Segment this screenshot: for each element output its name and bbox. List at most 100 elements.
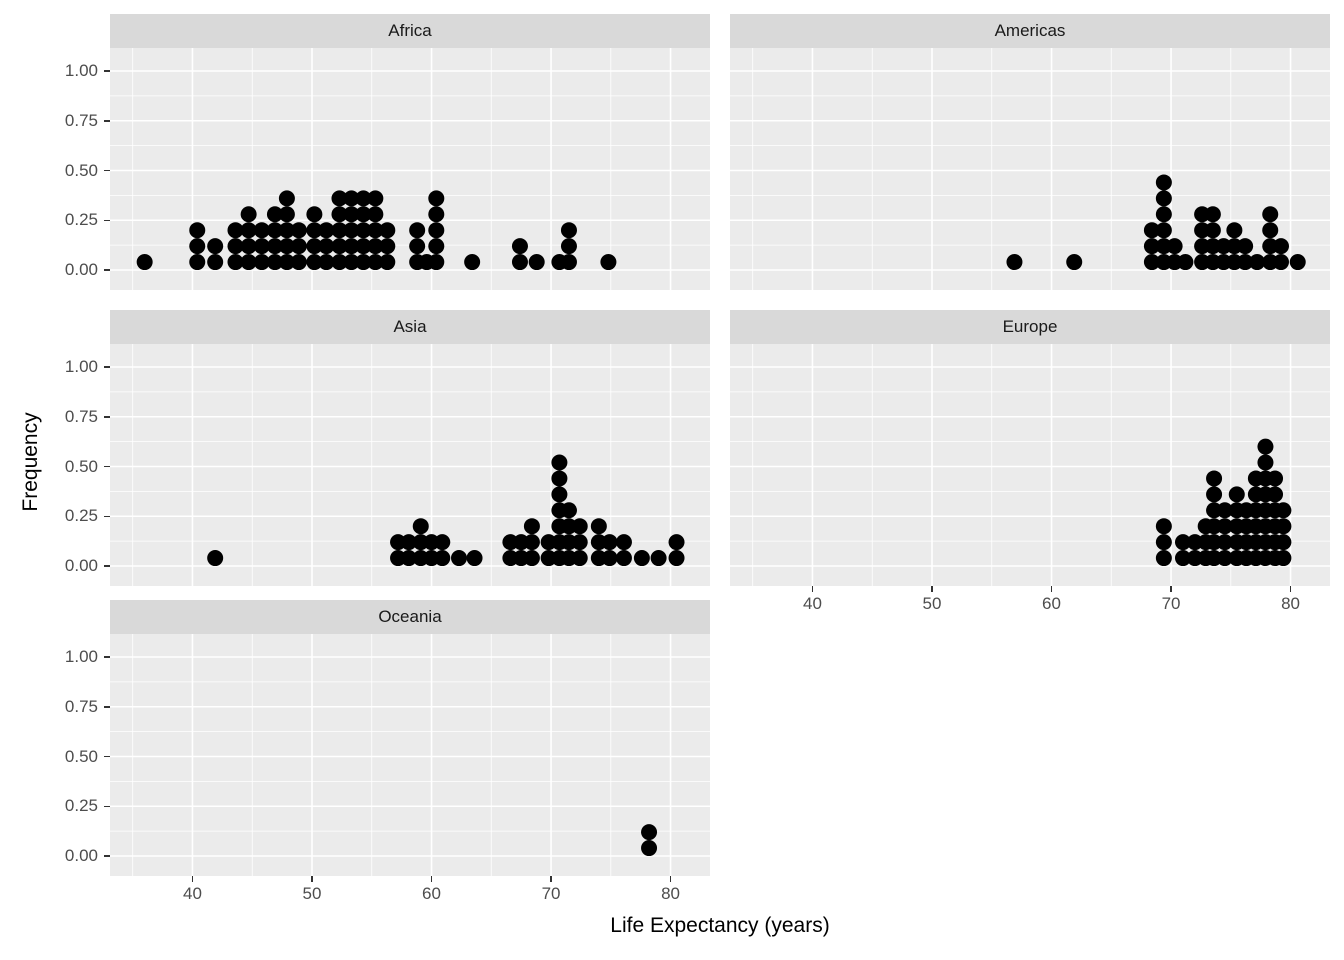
y-tick-label: 0.50 [64,160,98,180]
data-point [400,534,417,551]
data-point [668,550,685,567]
data-point [1155,222,1172,239]
y-tick-mark [104,515,110,517]
y-tick-mark [104,805,110,807]
data-point [253,254,270,271]
data-point [571,550,588,567]
data-point [615,534,632,551]
panel-background [730,48,1330,290]
data-point [290,254,307,271]
data-point [379,222,396,239]
y-tick-label: 0.25 [64,506,98,526]
data-point [1272,254,1289,271]
x-tick-mark [669,876,672,882]
data-point [1257,438,1274,455]
y-tick-mark [104,755,110,758]
data-point [560,254,577,271]
y-tick-mark [104,706,110,708]
panel-background [110,48,710,290]
facet-title: Africa [388,21,432,40]
y-tick-label: 0.75 [64,406,98,426]
data-point [318,222,335,239]
facet-panel-asia [110,344,710,586]
data-point [1272,238,1289,255]
y-tick-mark [104,656,110,658]
y-tick-label: 0.75 [64,696,98,716]
y-tick-mark [104,855,110,857]
data-point [318,238,335,255]
data-point [1228,486,1245,503]
data-point [434,550,451,567]
y-tick-label: 1.00 [64,647,98,666]
data-point [1226,222,1243,239]
data-point [227,238,244,255]
data-point [1216,502,1233,519]
data-point [1155,190,1172,207]
facet-panel-europe [730,344,1330,586]
facet-panel-africa [110,48,710,290]
x-tick-mark [1050,586,1053,592]
facet-strip-europe: Europe [730,310,1330,344]
data-point [1275,550,1292,567]
data-point [1143,222,1160,239]
data-point [266,206,283,223]
y-tick-mark [104,120,110,122]
data-point [1216,550,1233,567]
data-point [379,238,396,255]
data-point [1275,518,1292,535]
data-point [601,534,618,551]
y-tick-mark [104,70,110,72]
data-point [428,254,445,271]
data-point [428,238,445,255]
data-point [571,534,588,551]
y-tick-label: 0.75 [64,110,98,130]
data-point [1257,454,1274,471]
data-point [343,190,360,207]
data-point [1155,550,1172,567]
x-tick-mark [191,876,194,882]
data-point [1174,550,1191,567]
data-point [306,254,323,271]
data-point [600,254,617,271]
x-tick-mark [1170,586,1172,592]
data-point [240,254,257,271]
data-point [1066,254,1083,271]
data-point [189,222,206,239]
data-point [207,238,224,255]
data-point [1155,206,1172,223]
facet-title: Europe [1002,317,1058,336]
data-point [1143,254,1160,271]
data-point [355,206,372,223]
data-point [650,550,667,567]
data-point [551,454,568,471]
x-tick-label: 80 [661,884,681,903]
data-point [306,222,323,239]
data-point [207,550,224,567]
y-tick-mark [104,219,110,221]
data-point [367,254,384,271]
data-point [571,518,588,535]
data-point [560,502,577,519]
x-tick-mark [311,876,313,882]
data-point [1275,534,1292,551]
y-tick-label: 0.00 [64,260,98,279]
data-point [355,254,372,271]
data-point [434,534,451,551]
data-point [207,254,224,271]
panel-background [730,344,1330,586]
y-tick-mark [104,416,110,418]
data-point [290,222,307,239]
data-point [278,222,295,239]
data-point [1206,486,1223,503]
data-point [331,190,348,207]
data-point [641,840,658,857]
data-point [633,550,650,567]
y-tick-mark [104,169,110,172]
data-point [400,550,417,567]
facet-strip-oceania: Oceania [110,600,710,634]
data-point [523,518,540,535]
data-point [278,254,295,271]
data-point [511,254,528,271]
data-point [451,550,468,567]
x-tick-label: 60 [1042,594,1061,613]
